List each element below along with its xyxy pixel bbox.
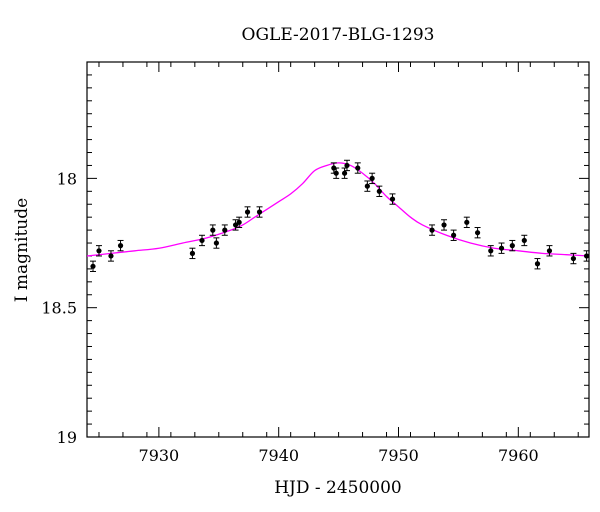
data-point xyxy=(450,229,457,241)
y-axis-title: I magnitude xyxy=(12,198,32,302)
point-marker xyxy=(355,165,361,171)
point-marker xyxy=(199,237,205,244)
point-marker xyxy=(369,175,375,181)
point-marker xyxy=(213,240,219,246)
point-marker xyxy=(108,253,114,259)
point-marker xyxy=(509,243,515,249)
point-marker xyxy=(474,230,481,236)
x-axis-title: HJD - 2450000 xyxy=(274,478,402,498)
data-point xyxy=(221,224,228,236)
x-tick-label: 7960 xyxy=(498,446,539,465)
point-marker xyxy=(376,188,382,194)
model-curve xyxy=(86,162,590,257)
data-point xyxy=(232,219,239,231)
x-tick-labels: 7930 7940 7950 7960 xyxy=(139,446,539,465)
data-point xyxy=(498,242,505,254)
x-tick-label: 7950 xyxy=(378,446,419,465)
point-marker xyxy=(244,209,251,215)
data-point xyxy=(487,245,494,257)
data-points xyxy=(89,159,590,272)
point-marker xyxy=(344,162,350,169)
data-point xyxy=(534,258,541,270)
point-marker xyxy=(189,250,196,256)
point-marker xyxy=(364,183,370,189)
data-point xyxy=(95,245,102,257)
data-point xyxy=(463,216,470,229)
y-tick-label: 18.5 xyxy=(41,299,77,318)
point-marker xyxy=(521,237,527,244)
data-point xyxy=(389,193,396,205)
data-point xyxy=(333,167,340,179)
data-point xyxy=(546,245,553,257)
y-tick-label: 18 xyxy=(57,169,77,188)
point-marker xyxy=(96,248,102,254)
point-marker xyxy=(210,227,216,233)
data-point xyxy=(364,180,371,192)
x-tick-label: 7930 xyxy=(139,446,180,465)
y-tick-labels: 18 18.5 19 xyxy=(41,169,77,447)
data-point xyxy=(209,224,216,236)
point-marker xyxy=(429,227,435,233)
point-marker xyxy=(341,170,348,176)
data-point xyxy=(354,162,361,174)
point-marker xyxy=(534,261,541,267)
point-marker xyxy=(222,227,228,233)
point-marker xyxy=(464,219,470,225)
point-marker xyxy=(90,263,96,269)
data-point xyxy=(369,172,376,185)
data-point xyxy=(474,227,481,239)
point-marker xyxy=(441,222,447,228)
data-point xyxy=(583,250,590,262)
point-marker xyxy=(498,245,505,251)
data-point xyxy=(343,159,350,172)
data-point xyxy=(256,206,263,218)
data-point xyxy=(236,216,243,229)
data-point xyxy=(429,224,436,236)
point-marker xyxy=(117,243,124,249)
point-marker xyxy=(584,253,590,259)
point-marker xyxy=(333,170,339,176)
data-point xyxy=(189,247,196,260)
data-point xyxy=(244,206,251,218)
point-marker xyxy=(546,248,553,254)
data-point xyxy=(213,237,220,249)
point-marker xyxy=(232,222,239,228)
y-tick-label: 19 xyxy=(57,428,77,447)
data-point xyxy=(341,167,348,179)
point-marker xyxy=(570,255,577,262)
plot-frame xyxy=(86,61,590,438)
data-point xyxy=(521,234,528,247)
data-point xyxy=(89,260,96,272)
chart-title: OGLE-2017-BLG-1293 xyxy=(242,25,435,45)
data-point xyxy=(107,250,114,262)
data-point xyxy=(441,219,448,231)
data-point xyxy=(117,239,124,252)
point-marker xyxy=(488,248,494,254)
data-point xyxy=(570,252,577,265)
point-marker xyxy=(256,209,263,215)
x-tick-label: 7940 xyxy=(258,446,299,465)
point-marker xyxy=(236,219,242,225)
point-marker xyxy=(451,232,457,238)
data-point xyxy=(376,185,383,197)
plot-area xyxy=(86,61,590,438)
data-point xyxy=(199,234,206,247)
axis-ticks xyxy=(87,61,589,438)
data-point xyxy=(509,239,516,252)
point-marker xyxy=(389,196,396,202)
